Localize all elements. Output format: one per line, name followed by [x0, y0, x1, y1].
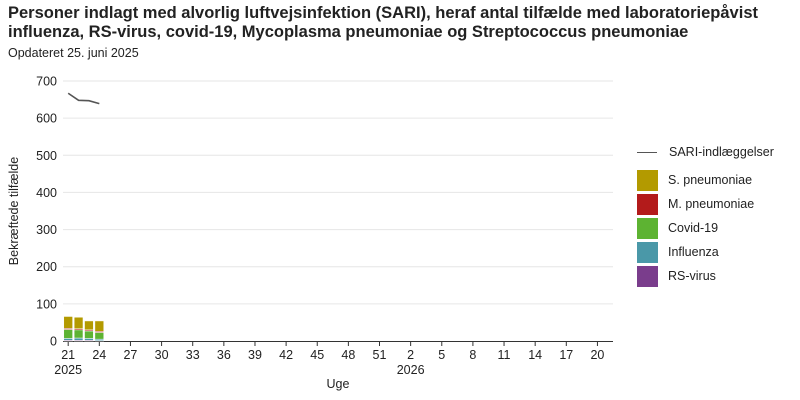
y-tick-label: 300: [36, 223, 57, 237]
y-tick-label: 600: [36, 112, 57, 126]
legend-item-s-pneumoniae[interactable]: S. pneumoniae: [637, 168, 774, 192]
legend-label-covid-19: Covid-19: [668, 221, 719, 235]
bar-segment-covid-19: [73, 329, 84, 339]
legend-swatch-covid-19: [637, 217, 658, 239]
x-tick-label: 30: [155, 348, 169, 362]
year-label: 2025: [54, 363, 82, 377]
bar-segment-s-pneumoniae: [84, 320, 94, 331]
legend-label-s-pneumoniae: S. pneumoniae: [668, 173, 753, 187]
legend-swatch-rs-virus: [637, 265, 658, 287]
bar-segment-covid-19: [84, 330, 94, 339]
legend-label-sari: SARI-indlæggelser: [669, 145, 774, 159]
x-tick-label: 5: [438, 348, 445, 362]
x-axis-title: Uge: [327, 377, 350, 391]
legend-item-sari[interactable]: SARI-indlæggelser: [637, 140, 774, 164]
x-tick-label: 8: [469, 348, 476, 362]
bar-segment-influenza: [73, 337, 84, 341]
y-axis-title: Bekræftede tilfælde: [7, 157, 21, 265]
legend-item-rs-virus[interactable]: RS-virus: [637, 264, 774, 288]
legend-label-m-pneumoniae: M. pneumoniae: [668, 197, 755, 211]
legend-swatch-influenza: [637, 241, 658, 263]
x-tick-label: 45: [310, 348, 324, 362]
bar-segment-influenza: [84, 338, 94, 341]
y-tick-label: 700: [36, 75, 57, 89]
chart-subtitle: Opdateret 25. juni 2025: [8, 46, 139, 60]
legend-line-swatch: [637, 151, 657, 153]
y-tick-label: 100: [36, 297, 57, 311]
x-tick-label: 14: [528, 348, 542, 362]
bar-segment-covid-19: [63, 329, 73, 339]
y-tick-label: 200: [36, 260, 57, 274]
x-tick-label: 51: [373, 348, 387, 362]
chart-title: Personer indlagt med alvorlig luftvejsin…: [8, 4, 758, 41]
legend-item-influenza[interactable]: Influenza: [637, 240, 774, 264]
x-tick-label: 42: [279, 348, 293, 362]
y-tick-label: 0: [50, 335, 57, 349]
bar-segment-influenza: [63, 338, 73, 341]
x-tick-label: 33: [186, 348, 200, 362]
bar-segment-s-pneumoniae: [94, 320, 104, 332]
x-tick-label: 20: [590, 348, 604, 362]
legend-swatch-m-pneumoniae: [637, 193, 658, 215]
x-tick-label: 11: [498, 348, 511, 362]
x-tick-label: 17: [559, 348, 573, 362]
legend-label-influenza: Influenza: [668, 245, 719, 259]
legend: SARI-indlæggelser S. pneumoniae M. pneum…: [637, 140, 774, 288]
year-label: 2026: [397, 363, 425, 377]
x-tick-label: 2: [407, 348, 414, 362]
bar-segment-s-pneumoniae: [63, 316, 73, 329]
x-tick-label: 24: [92, 348, 106, 362]
y-tick-label: 500: [36, 149, 57, 163]
x-tick-label: 39: [248, 348, 262, 362]
legend-item-covid-19[interactable]: Covid-19: [637, 216, 774, 240]
x-tick-label: 21: [61, 348, 75, 362]
x-tick-label: 27: [123, 348, 137, 362]
x-tick-label: 48: [341, 348, 355, 362]
sari-line: [67, 92, 100, 105]
y-tick-label: 400: [36, 186, 57, 200]
legend-item-m-pneumoniae[interactable]: M. pneumoniae: [637, 192, 774, 216]
legend-swatch-s-pneumoniae: [637, 169, 658, 191]
x-tick-label: 36: [217, 348, 231, 362]
bar-segment-covid-19: [94, 332, 104, 340]
bar-segment-s-pneumoniae: [73, 316, 84, 329]
legend-label-rs-virus: RS-virus: [668, 269, 716, 283]
